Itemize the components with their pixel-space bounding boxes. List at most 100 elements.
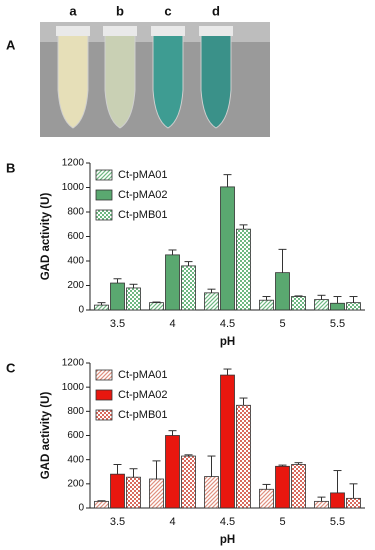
error-bar [223,368,232,376]
bar [236,228,251,311]
legend-swatch [95,369,113,381]
x-tick-label: 5.5 [330,516,345,528]
bar [165,435,180,509]
legend-label: Ct-pMA02 [118,189,168,201]
bar [220,374,235,509]
error-bar [294,295,303,297]
y-tick-label: 400 [67,454,84,465]
bar [94,500,109,509]
legend-label: Ct-pMB01 [118,409,168,421]
panel-label: C [6,360,16,375]
error-bar [113,464,122,475]
bar [204,476,219,509]
y-axis-title: GAD activity (U) [40,193,52,281]
bar [126,287,141,311]
y-tick-label: 600 [67,231,84,242]
x-tick-label: 5 [279,516,285,528]
bar [236,404,251,509]
y-tick-label: 1000 [62,182,85,193]
bar [126,476,141,509]
x-tick-label: 4 [169,516,175,528]
error-bar [223,174,232,187]
bar [330,492,345,509]
bar [110,473,125,509]
y-tick-label: 200 [67,478,84,489]
error-bar [333,296,342,304]
y-axis-title: GAD activity (U) [40,392,52,480]
error-bar [239,397,248,406]
error-bar [129,468,138,478]
bar [165,254,180,311]
y-tick-label: 1000 [62,382,85,393]
error-bar [262,483,271,490]
legend-label: Ct-pMA01 [118,169,168,181]
y-tick-label: 400 [67,256,84,267]
y-tick-label: 1200 [62,158,85,169]
legend-label: Ct-pMA02 [118,389,168,401]
bar [204,292,219,311]
y-tick-label: 0 [78,305,84,316]
legend-swatch [95,409,113,421]
error-bar [207,455,216,477]
y-tick-label: 600 [67,430,84,441]
error-bar [317,294,326,300]
legend-swatch [95,169,113,181]
bar [149,478,164,509]
error-bar [333,470,342,493]
error-bar [278,464,287,467]
x-tick-label: 5.5 [330,318,345,330]
error-bar [207,288,216,293]
bar [259,488,274,509]
y-tick-label: 200 [67,280,84,291]
bar [346,497,361,509]
error-bar [152,460,161,479]
legend-label: Ct-pMB01 [118,209,168,221]
bar [181,265,196,311]
legend-swatch [95,209,113,221]
bar [275,272,290,311]
error-bar [97,500,106,502]
lane-label: d [212,3,220,18]
x-tick-label: 3.5 [110,516,125,528]
bar [220,186,235,311]
legend-label: Ct-pMA01 [118,369,168,381]
bar [149,302,164,311]
bar [346,302,361,311]
error-bar [97,302,106,306]
x-axis-title: pH [220,534,235,546]
error-bar [294,462,303,465]
bar [110,282,125,311]
error-bar [168,430,177,436]
panel-label: B [6,160,15,175]
error-bar [113,278,122,284]
x-tick-label: 3.5 [110,318,125,330]
error-bar [168,249,177,255]
x-tick-label: 4.5 [220,318,235,330]
bar [314,500,329,509]
y-tick-label: 0 [78,503,84,514]
bar [181,455,196,509]
error-bar [184,261,193,266]
error-bar [278,248,287,273]
y-tick-label: 800 [67,207,84,218]
legend-swatch [95,189,113,201]
error-bar [184,454,193,457]
y-tick-label: 1200 [62,358,85,369]
error-bar [317,496,326,502]
x-tick-label: 5 [279,318,285,330]
error-bar [262,296,271,301]
error-bar [239,224,248,230]
x-tick-label: 4 [169,318,175,330]
bar [94,304,109,311]
error-bar [152,301,161,303]
bar [259,299,274,311]
legend-swatch [95,389,113,401]
bar [330,302,345,311]
panel-label: A [6,37,16,52]
x-tick-label: 4.5 [220,516,235,528]
error-bar [129,283,138,288]
bar [314,299,329,311]
error-bar [349,296,358,303]
